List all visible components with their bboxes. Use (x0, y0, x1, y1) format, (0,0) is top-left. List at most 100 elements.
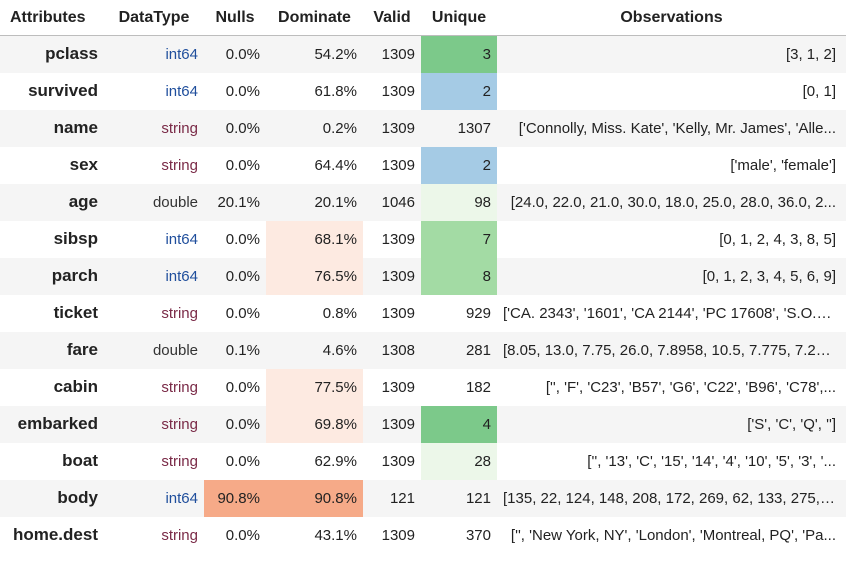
table-row: body int64 90.8% 90.8% 121 121 [135, 22, 124, … (0, 479, 846, 517)
dominate-cell: 61.8% (314, 82, 357, 100)
valid-cell: 1309 (381, 452, 415, 470)
datatype-cell: string (161, 415, 198, 433)
table-row: sex string 0.0% 64.4% 1309 2 ['male', 'female'… (0, 146, 846, 184)
attribute-cell: sex (69, 155, 98, 174)
dominate-cell: 77.5% (266, 368, 363, 406)
unique-cell: 182 (465, 378, 491, 396)
unique-cell: 281 (465, 341, 491, 359)
unique-cell: 2 (421, 146, 497, 184)
unique-cell: 121 (465, 489, 491, 507)
observations-cell: [8.05, 13.0, 7.75, 26.0, 7.8958, 10.5, 7… (503, 341, 837, 359)
nulls-cell: 0.0% (225, 82, 260, 100)
dominate-cell: 43.1% (314, 526, 357, 544)
nulls-cell: 0.0% (225, 230, 260, 248)
header-dominate: Dominate (266, 0, 363, 36)
unique-cell: 1307 (457, 119, 491, 137)
attribute-cell: body (57, 488, 98, 507)
header-attributes: Attributes (0, 0, 104, 36)
attribute-cell: parch (51, 266, 98, 285)
nulls-cell: 0.0% (225, 526, 260, 544)
unique-cell: 4 (421, 405, 497, 443)
valid-cell: 1309 (381, 267, 415, 285)
attribute-cell: age (68, 192, 98, 211)
observations-cell: [24.0, 22.0, 21.0, 30.0, 18.0, 25.0, 28.… (510, 193, 836, 211)
table-row: sibsp int64 0.0% 68.1% 1309 7 [0, 1, 2, 4, 3, … (0, 220, 846, 258)
valid-cell: 1308 (381, 341, 415, 359)
valid-cell: 1309 (381, 119, 415, 137)
datatype-cell: double (152, 193, 198, 211)
observations-cell: [0, 1, 2, 4, 3, 8, 5] (719, 230, 836, 248)
unique-cell: 929 (465, 304, 491, 322)
attribute-cell: survived (28, 81, 98, 100)
attribute-cell: ticket (53, 303, 98, 322)
nulls-cell: 0.0% (225, 378, 260, 396)
dominate-cell: 64.4% (314, 156, 357, 174)
attribute-cell: cabin (53, 377, 98, 396)
datatype-cell: string (161, 156, 198, 174)
valid-cell: 1309 (381, 304, 415, 322)
header-unique: Unique (421, 0, 497, 36)
attribute-cell: embarked (17, 414, 98, 433)
valid-cell: 121 (389, 489, 415, 507)
unique-cell: 2 (421, 72, 497, 110)
unique-cell: 98 (421, 183, 497, 221)
dominate-cell: 76.5% (266, 257, 363, 295)
attribute-cell: pclass (45, 44, 98, 64)
table-row: age double 20.1% 20.1% 1046 98 [24.0, 22.0, 21… (0, 183, 846, 221)
observations-cell: [3, 1, 2] (785, 45, 836, 63)
nulls-cell: 0.0% (225, 156, 260, 174)
attribute-cell: home.dest (12, 525, 98, 544)
dominate-cell: 0.2% (322, 119, 357, 137)
attribute-cell: boat (62, 451, 98, 470)
table-row: pclass int64 0.0% 54.2% 1309 3 [3, 1, 2] (0, 35, 846, 73)
table-row: embarked string 0.0% 69.8% 1309 4 ['S', 'C', '… (0, 405, 846, 443)
attribute-cell: fare (66, 340, 98, 359)
unique-cell: 28 (421, 442, 497, 480)
unique-cell: 8 (421, 257, 497, 295)
attribute-cell: name (53, 118, 98, 137)
table-row: name string 0.0% 0.2% 1309 1307 ['Connolly, Mi… (0, 109, 846, 147)
observations-cell: [0, 1, 2, 3, 4, 5, 6, 9] (702, 267, 836, 285)
nulls-cell: 0.0% (225, 452, 260, 470)
table-row: boat string 0.0% 62.9% 1309 28 ['', '13', 'C',… (0, 442, 846, 480)
valid-cell: 1309 (381, 82, 415, 100)
dominate-cell: 90.8% (266, 479, 363, 517)
nulls-cell: 0.0% (225, 267, 260, 285)
dominate-cell: 68.1% (266, 220, 363, 258)
header-nulls: Nulls (204, 0, 266, 36)
valid-cell: 1309 (381, 415, 415, 433)
header-valid: Valid (363, 0, 421, 36)
dominate-cell: 69.8% (266, 405, 363, 443)
datatype-cell: int64 (165, 230, 198, 248)
valid-cell: 1309 (381, 378, 415, 396)
nulls-cell: 0.0% (225, 415, 260, 433)
datatype-cell: string (161, 526, 198, 544)
nulls-cell: 0.1% (225, 341, 260, 359)
observations-cell: ['S', 'C', 'Q', ''] (747, 415, 836, 433)
table-row: survived int64 0.0% 61.8% 1309 2 [0, 1] (0, 72, 846, 110)
unique-cell: 370 (465, 526, 491, 544)
nulls-cell: 0.0% (225, 119, 260, 137)
unique-cell: 3 (421, 35, 497, 73)
attribute-cell: sibsp (53, 229, 98, 248)
valid-cell: 1046 (381, 193, 415, 211)
valid-cell: 1309 (381, 156, 415, 174)
table-row: ticket string 0.0% 0.8% 1309 929 ['CA. 2343', … (0, 294, 846, 332)
datatype-cell: double (152, 341, 198, 359)
nulls-cell: 0.0% (225, 45, 260, 63)
datatype-cell: int64 (165, 267, 198, 285)
observations-cell: [135, 22, 124, 148, 208, 172, 269, 62, 1… (503, 489, 845, 507)
dominate-cell: 62.9% (314, 452, 357, 470)
dominate-cell: 0.8% (322, 304, 357, 322)
table-row: cabin string 0.0% 77.5% 1309 182 ['', 'F', 'C2… (0, 368, 846, 406)
observations-cell: ['', '13', 'C', '15', '14', '4', '10', '… (587, 452, 836, 470)
datatype-cell: string (161, 304, 198, 322)
dominate-cell: 4.6% (322, 341, 357, 359)
datatype-cell: int64 (165, 45, 198, 63)
dominate-cell: 54.2% (314, 45, 357, 63)
table-row: home.dest string 0.0% 43.1% 1309 370 ['', 'New… (0, 516, 846, 554)
observations-cell: ['', 'F', 'C23', 'B57', 'G6', 'C22', 'B9… (545, 378, 836, 396)
unique-cell: 7 (421, 220, 497, 258)
header-row: Attributes DataType Nulls Dominate Valid… (0, 0, 846, 36)
